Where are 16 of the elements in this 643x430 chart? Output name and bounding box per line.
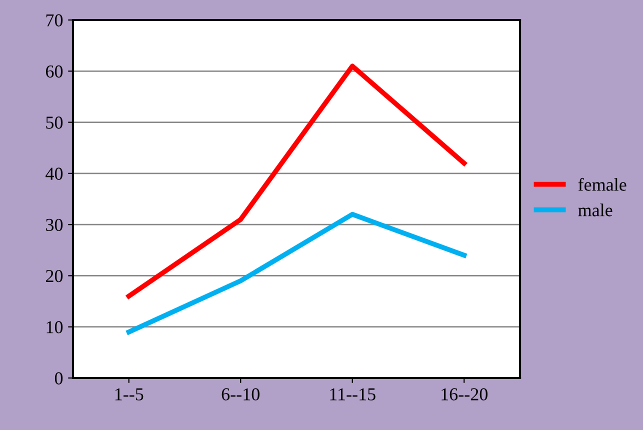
y-tick-label: 50 [46,116,63,129]
x-tick-label: 11--15 [330,388,376,400]
y-tick-label: 40 [46,168,63,180]
line-series [126,64,467,299]
y-tick-label: 0 [54,372,63,384]
x-tick-label: 6--10 [222,388,260,400]
y-tick-label: 60 [46,65,63,78]
y-tick-label: 70 [46,14,63,26]
y-tick-label: 10 [46,321,63,334]
legend-label: female [578,178,626,191]
line-series [126,212,467,334]
y-tick-label: 30 [46,218,63,232]
y-tick-label: 20 [46,270,63,282]
legend-label: male [578,204,612,216]
x-tick-label: 1--5 [115,388,144,400]
x-tick-label: 16--20 [442,388,488,400]
